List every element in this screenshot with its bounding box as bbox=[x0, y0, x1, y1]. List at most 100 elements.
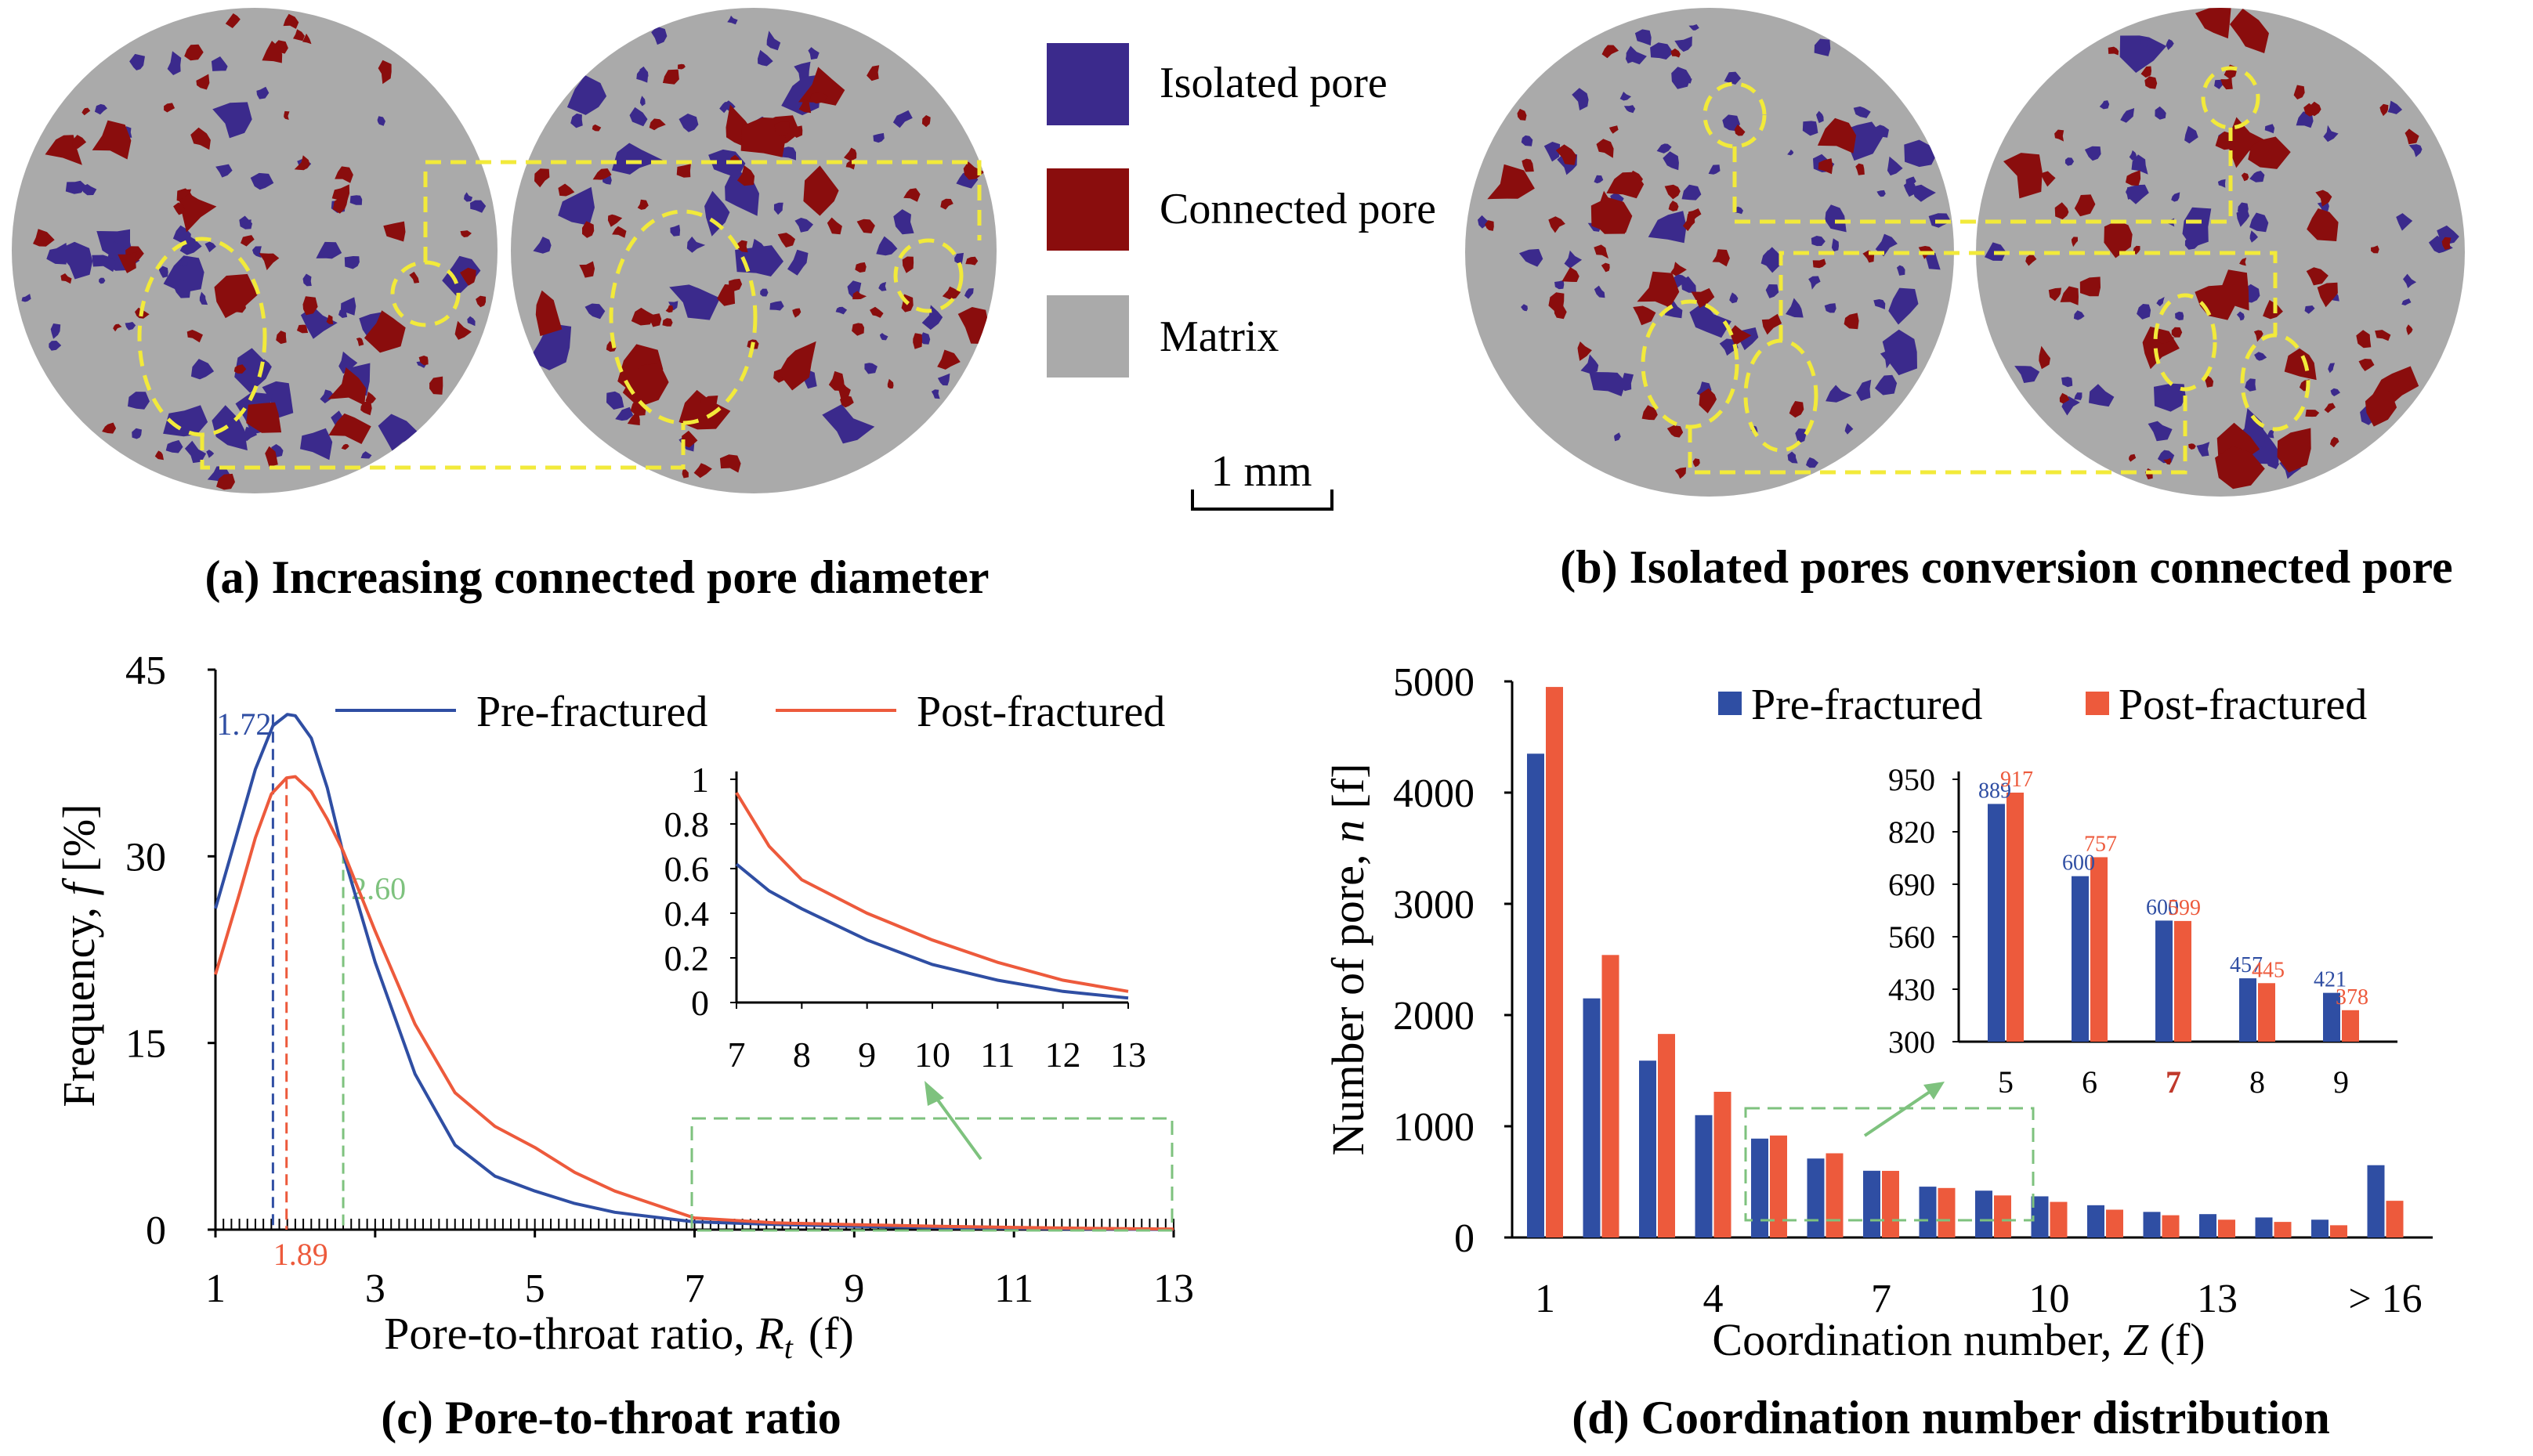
pore-blob bbox=[570, 113, 583, 128]
pore-blob bbox=[931, 389, 940, 399]
pore-blob bbox=[331, 184, 350, 201]
pore-blob bbox=[766, 31, 781, 51]
pore-blob bbox=[535, 290, 563, 337]
pore-blob bbox=[534, 168, 550, 188]
d-zoom-region-box bbox=[1744, 1107, 2035, 1222]
pore-blob bbox=[647, 313, 662, 327]
pore-blob bbox=[1614, 432, 1621, 442]
pore-blob bbox=[740, 117, 786, 157]
pore-blob bbox=[418, 356, 429, 366]
d-bar-post-16 bbox=[2386, 1201, 2404, 1237]
pore-blob bbox=[878, 282, 887, 291]
d-bars bbox=[1527, 687, 2404, 1237]
pore-blob bbox=[606, 341, 617, 352]
pore-blob bbox=[611, 143, 663, 175]
pore-blob bbox=[256, 86, 270, 99]
pore-blob bbox=[729, 278, 743, 291]
pore-blob bbox=[1619, 373, 1634, 392]
pore-blob bbox=[876, 236, 898, 256]
pore-blob bbox=[1904, 139, 1938, 168]
pore-blob bbox=[669, 284, 721, 320]
pore-blob bbox=[2073, 310, 2085, 320]
d-inset-y-tick-label: 690 bbox=[1888, 867, 1935, 902]
pore-blob bbox=[2315, 190, 2332, 207]
pore-blob bbox=[1580, 354, 1599, 374]
pore-blob bbox=[356, 338, 364, 346]
pore-blob bbox=[460, 267, 476, 286]
c-x-axis-label: Pore-to-throat ratio, Rt (f) bbox=[384, 1308, 854, 1365]
d-y-axis-label: Number of pore, n [f] bbox=[1323, 764, 1373, 1156]
d-inset-x-tick-label: 8 bbox=[2249, 1064, 2265, 1100]
c-annotation-1-72: 1.72 bbox=[216, 706, 271, 742]
pore-blob bbox=[2371, 245, 2379, 254]
pore-blob bbox=[670, 224, 681, 237]
pore-blob bbox=[1561, 267, 1580, 282]
pore-blob bbox=[2306, 267, 2329, 286]
pore-blob bbox=[2119, 35, 2167, 73]
d-bar-pre-6 bbox=[1807, 1158, 1825, 1237]
c-x-tick-label: 13 bbox=[1153, 1266, 1194, 1311]
d-bar-post-5 bbox=[1770, 1135, 1787, 1237]
pore-blob bbox=[921, 115, 931, 128]
pore-blob bbox=[2003, 153, 2043, 199]
pore-blob bbox=[2099, 100, 2110, 110]
pore-blob bbox=[1487, 164, 1535, 200]
d-inset-x-tick-label: 9 bbox=[2333, 1064, 2349, 1100]
pore-blob bbox=[1681, 184, 1702, 201]
pore-blob bbox=[1683, 284, 1694, 291]
pore-blob bbox=[429, 376, 443, 395]
pore-blob bbox=[2171, 192, 2180, 202]
pore-blob bbox=[250, 172, 274, 190]
pore-blob bbox=[1670, 262, 1687, 276]
pore-blob bbox=[199, 291, 208, 305]
d-bar-pre-7 bbox=[1863, 1170, 1880, 1237]
pore-blob bbox=[1485, 220, 1494, 231]
legend-label-connected-pore: Connected pore bbox=[1160, 185, 1436, 233]
pore-blob bbox=[92, 120, 132, 160]
pore-blob bbox=[2401, 298, 2412, 305]
pore-blob bbox=[693, 463, 712, 479]
pore-blob bbox=[1802, 121, 1818, 136]
d-x-tick-label: > 16 bbox=[2348, 1277, 2422, 1321]
pore-blob bbox=[592, 124, 602, 132]
pore-blob bbox=[259, 253, 280, 270]
pore-blob bbox=[2140, 38, 2148, 47]
pore-blob bbox=[341, 443, 349, 450]
d-bar-pre-2 bbox=[1583, 998, 1601, 1237]
pore-blob bbox=[2039, 345, 2050, 370]
pore-blob bbox=[2137, 304, 2151, 320]
pore-blob bbox=[1554, 280, 1565, 290]
pore-blob bbox=[1882, 329, 1917, 376]
pore-blob bbox=[566, 75, 607, 115]
pore-blob bbox=[1688, 208, 1702, 222]
pore-blob bbox=[2293, 85, 2305, 99]
pore-blob bbox=[2131, 154, 2148, 175]
pore-blob bbox=[1626, 45, 1647, 65]
pore-blob bbox=[81, 107, 91, 116]
pore-blob bbox=[2054, 129, 2064, 142]
pore-blob bbox=[320, 389, 335, 403]
pore-blob bbox=[94, 103, 107, 115]
pore-blob bbox=[2437, 225, 2459, 244]
pore-blob bbox=[1719, 338, 1739, 356]
d-inset-label-post-9: 378 bbox=[2336, 985, 2368, 1010]
c-annotation-1-89: 1.89 bbox=[273, 1237, 328, 1272]
d-y-tick-label: 0 bbox=[1454, 1216, 1475, 1261]
pore-blob bbox=[128, 392, 150, 410]
pore-blob bbox=[1590, 197, 1633, 233]
pore-blob bbox=[1787, 149, 1794, 156]
pore-blob bbox=[1808, 276, 1821, 290]
pore-blob bbox=[173, 202, 185, 215]
legend-label-matrix: Matrix bbox=[1160, 313, 1279, 361]
d-bar-post-11 bbox=[2106, 1209, 2123, 1237]
d-bar-post-2 bbox=[1601, 955, 1619, 1237]
d-legend-label-post: Post-fractured bbox=[2119, 681, 2367, 729]
pore-blob bbox=[284, 110, 290, 120]
pore-blob bbox=[920, 332, 931, 345]
pore-blob bbox=[794, 218, 813, 233]
pore-blob bbox=[1634, 29, 1652, 46]
pore-blob bbox=[835, 306, 848, 315]
pore-blob bbox=[60, 273, 72, 284]
pore-blob bbox=[717, 284, 736, 306]
c-inset-x-tick-label: 8 bbox=[793, 1035, 811, 1075]
